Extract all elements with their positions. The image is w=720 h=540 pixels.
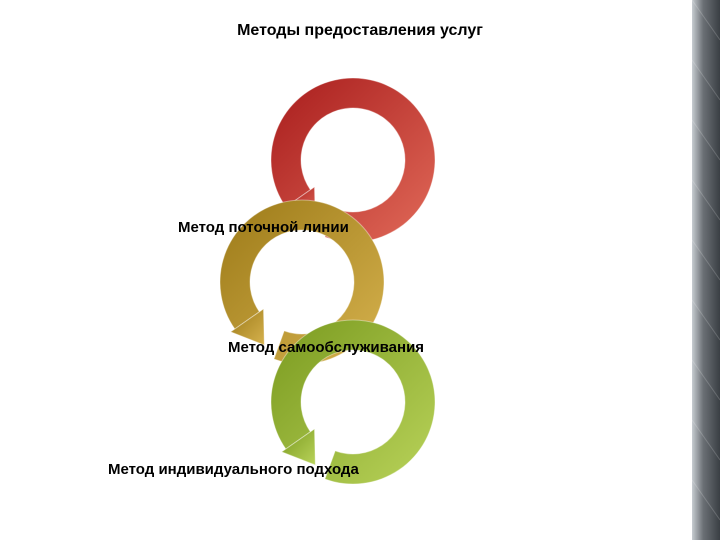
label-method-2: Метод самообслуживания [228, 339, 424, 356]
label-method-3: Метод индивидуального подхода [108, 461, 359, 478]
right-edge-decoration [692, 0, 720, 540]
page-title: Методы предоставления услуг [0, 22, 720, 40]
cycle-diagram [0, 0, 720, 540]
label-method-1: Метод поточной линии [178, 219, 349, 236]
